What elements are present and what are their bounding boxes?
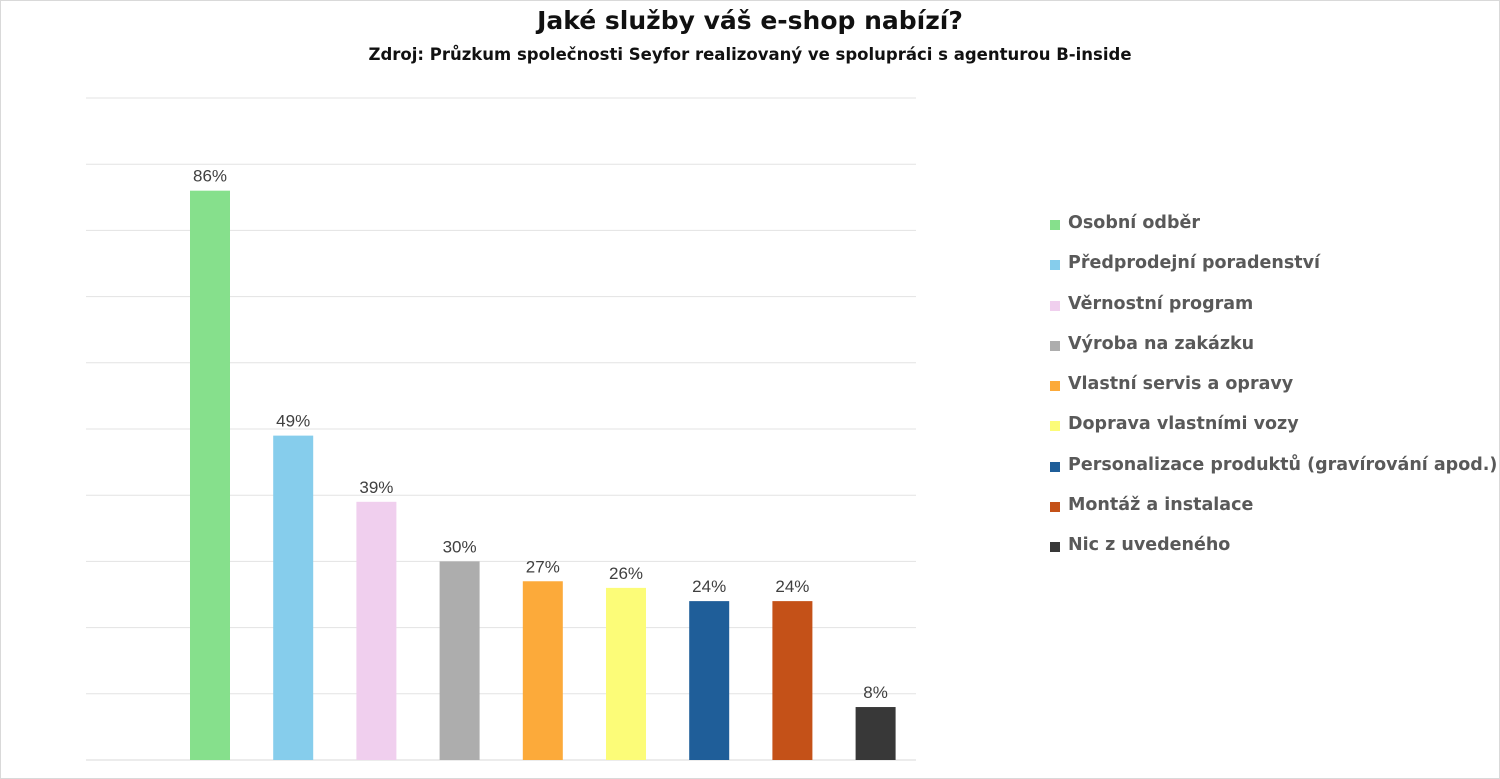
legend-label: Personalizace produktů (gravírování apod… bbox=[1068, 454, 1498, 475]
bar bbox=[190, 190, 230, 760]
data-label: 24% bbox=[692, 577, 726, 596]
data-label: 39% bbox=[359, 478, 393, 497]
data-label: 8% bbox=[863, 683, 888, 702]
data-label: 86% bbox=[193, 167, 227, 186]
legend-swatch bbox=[1050, 220, 1060, 230]
bar bbox=[855, 707, 896, 760]
chart-title: Jaké služby váš e-shop nabízí? bbox=[537, 6, 963, 35]
data-label: 49% bbox=[276, 412, 310, 431]
bar bbox=[606, 587, 646, 760]
legend-entry: Doprava vlastními vozy bbox=[1050, 414, 1497, 454]
bar bbox=[356, 501, 397, 760]
bar bbox=[439, 561, 480, 760]
legend-label: Výroba na zakázku bbox=[1068, 333, 1255, 354]
bar-chart: 86% 49% 39% 30% 27% 26% 24% 24% 8% bbox=[86, 97, 916, 761]
legend-swatch bbox=[1050, 340, 1060, 351]
legend-label: Předprodejní poradenství bbox=[1068, 253, 1321, 274]
bar bbox=[273, 435, 314, 760]
legend-label: Doprava vlastními vozy bbox=[1068, 414, 1299, 435]
chart-legend: Osobní odběr Předprodejní poradenství Věrn… bbox=[1050, 213, 1497, 576]
legend-swatch bbox=[1050, 542, 1060, 553]
legend-label: Osobní odběr bbox=[1068, 213, 1200, 233]
data-label: 27% bbox=[526, 557, 560, 576]
legend-swatch bbox=[1050, 381, 1060, 392]
bar bbox=[689, 601, 730, 760]
legend-entry: Předprodejní poradenství bbox=[1050, 253, 1497, 293]
legend-entry: Montáž a instalace bbox=[1050, 495, 1497, 535]
legend-entry: Personalizace produktů (gravírování apod… bbox=[1050, 455, 1497, 495]
legend-label: Montáž a instalace bbox=[1068, 495, 1254, 516]
data-label: 30% bbox=[443, 537, 477, 556]
legend-swatch bbox=[1050, 502, 1060, 513]
legend-label: Nic z uvedeného bbox=[1068, 535, 1231, 556]
legend-swatch bbox=[1050, 260, 1060, 271]
data-label: 24% bbox=[775, 577, 809, 596]
legend-swatch bbox=[1050, 461, 1060, 472]
legend-entry: Nic z uvedeného bbox=[1050, 535, 1497, 575]
legend-swatch bbox=[1050, 421, 1060, 432]
legend-swatch bbox=[1050, 300, 1060, 311]
legend-entry: Výroba na zakázku bbox=[1050, 334, 1497, 374]
legend-entry: Vlastní servis a opravy bbox=[1050, 374, 1497, 414]
legend-label: Věrnostní program bbox=[1068, 293, 1254, 314]
legend-label: Vlastní servis a opravy bbox=[1068, 374, 1294, 395]
bar bbox=[772, 601, 813, 760]
legend-entry: Věrnostní program bbox=[1050, 294, 1497, 334]
chart-subtitle: Zdroj: Průzkum společnosti Seyfor realiz… bbox=[368, 45, 1132, 64]
data-label: 26% bbox=[609, 564, 643, 583]
legend-entry: Osobní odběr bbox=[1050, 213, 1497, 253]
bar bbox=[522, 581, 563, 760]
